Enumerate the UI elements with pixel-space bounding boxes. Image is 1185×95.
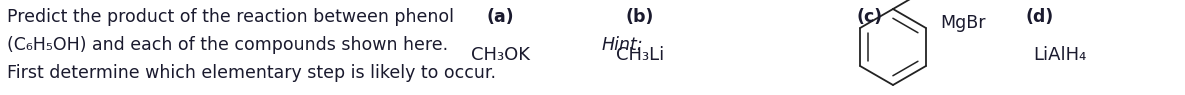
Text: Hint:: Hint: <box>601 36 643 54</box>
Text: (d): (d) <box>1026 8 1055 26</box>
Text: First determine which elementary step is likely to occur.: First determine which elementary step is… <box>7 64 497 82</box>
Text: CH₃Li: CH₃Li <box>616 46 664 64</box>
Text: LiAlH₄: LiAlH₄ <box>1033 46 1087 64</box>
Text: Predict the product of the reaction between phenol: Predict the product of the reaction betw… <box>7 8 454 26</box>
Text: (c): (c) <box>857 8 883 26</box>
Text: (b): (b) <box>626 8 654 26</box>
Text: MgBr: MgBr <box>940 14 986 32</box>
Text: (a): (a) <box>486 8 514 26</box>
Text: (C₆H₅OH) and each of the compounds shown here.: (C₆H₅OH) and each of the compounds shown… <box>7 36 454 54</box>
Text: CH₃OK: CH₃OK <box>470 46 530 64</box>
